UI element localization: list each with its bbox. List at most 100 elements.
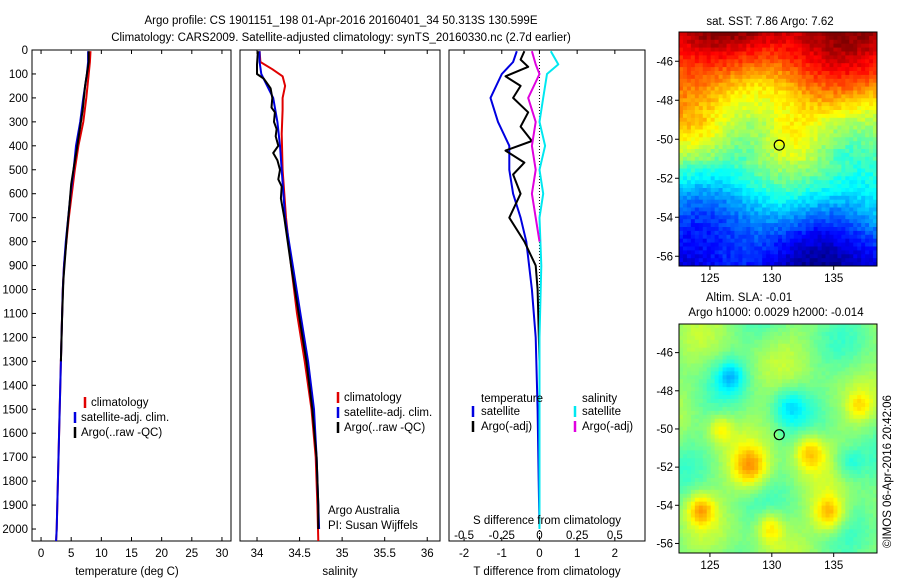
sst-cell	[706, 191, 712, 197]
sst-cell	[853, 191, 858, 197]
sla-cell	[742, 399, 747, 404]
sst-cell	[813, 250, 818, 255]
sst-cell	[710, 219, 716, 224]
sla-cell	[690, 454, 696, 459]
sla-cell	[789, 418, 795, 424]
sla-cell	[865, 446, 870, 451]
sst-cell	[730, 63, 735, 68]
sla-cell	[718, 371, 723, 376]
sst-cell	[861, 43, 866, 48]
sla-cell	[873, 359, 877, 364]
sla-cell	[873, 430, 877, 435]
sla-cell	[690, 442, 696, 447]
sla-cell	[742, 410, 747, 416]
sst-cell	[809, 125, 815, 130]
sst-cell	[809, 86, 815, 91]
sst-cell	[845, 219, 850, 224]
sla-cell	[710, 355, 716, 360]
sst-cell	[690, 141, 696, 146]
sst-cell	[774, 82, 779, 87]
sst-cell	[825, 129, 830, 134]
sst-cell	[690, 117, 696, 123]
sst-cell	[805, 133, 811, 138]
sst-cell	[714, 90, 719, 95]
sst-cell	[734, 149, 739, 154]
sla-cell	[754, 324, 759, 329]
sst-cell	[861, 246, 866, 251]
sla-cell	[857, 438, 862, 443]
sla-cell	[686, 454, 692, 459]
sla-cell	[758, 395, 763, 400]
sst-cell	[679, 71, 684, 76]
sst-cell	[789, 164, 795, 169]
sst-cell	[861, 152, 866, 158]
sst-cell	[682, 141, 688, 146]
sla-cell	[833, 395, 838, 400]
sla-cell	[714, 410, 719, 416]
sst-cell	[754, 242, 759, 247]
sla-cell	[793, 391, 799, 396]
sst-cell	[845, 137, 850, 142]
sst-cell	[710, 106, 716, 111]
sla-cell	[873, 367, 877, 372]
sla-cell	[829, 347, 834, 353]
sst-cell	[682, 78, 688, 84]
sst-cell	[686, 63, 692, 68]
sst-cell	[841, 199, 846, 204]
sla-cell	[714, 446, 719, 451]
sla-cell	[789, 383, 795, 388]
sla-cell	[778, 406, 783, 412]
sst-cell	[758, 82, 763, 87]
sla-cell	[809, 430, 815, 435]
sst-cell	[710, 172, 716, 177]
sla-cell	[742, 327, 747, 333]
sst-cell	[698, 94, 704, 99]
sst-cell	[829, 110, 834, 115]
sla-cell	[698, 387, 704, 392]
sla-cell	[861, 446, 866, 451]
sst-cell	[694, 121, 700, 126]
sst-cell	[861, 211, 866, 216]
sla-cell	[841, 351, 846, 356]
sst-cell	[809, 191, 815, 197]
sla-cell	[686, 430, 692, 435]
sst-cell	[694, 203, 700, 208]
sst-cell	[873, 86, 877, 91]
sst-cell	[722, 219, 727, 224]
sst-cell	[861, 82, 866, 87]
sst-cell	[766, 47, 771, 52]
sst-cell	[801, 254, 807, 259]
sst-cell	[869, 160, 874, 165]
sla-cell	[861, 450, 866, 455]
sla-cell	[853, 363, 858, 368]
sst-cell	[686, 74, 692, 80]
sla-cell	[730, 450, 735, 455]
sla-cell	[766, 438, 771, 443]
sst-cell	[829, 39, 834, 45]
sla-cell	[813, 371, 818, 376]
sst-cell	[845, 67, 850, 72]
sst-cell	[686, 172, 692, 177]
sst-cell	[682, 82, 688, 87]
sst-cell	[849, 180, 854, 185]
sla-cell	[730, 410, 735, 416]
sst-cell	[809, 110, 815, 115]
sla-cell	[789, 434, 795, 439]
sst-cell	[774, 254, 779, 259]
sla-cell	[698, 331, 704, 337]
sla-cell	[849, 355, 854, 360]
sst-cell	[781, 242, 787, 247]
sst-cell	[817, 234, 822, 240]
sla-cell	[754, 339, 759, 345]
sst-cell	[821, 258, 826, 263]
sst-cell	[801, 149, 807, 154]
sla-cell	[837, 454, 842, 459]
sst-cell	[750, 117, 755, 123]
sla-cell	[813, 414, 818, 420]
sla-cell	[682, 462, 688, 467]
sst-cell	[718, 59, 723, 64]
sla-cell	[865, 324, 870, 329]
sla-cell	[738, 363, 743, 368]
sst-cell	[861, 78, 866, 84]
sst-cell	[837, 215, 842, 220]
